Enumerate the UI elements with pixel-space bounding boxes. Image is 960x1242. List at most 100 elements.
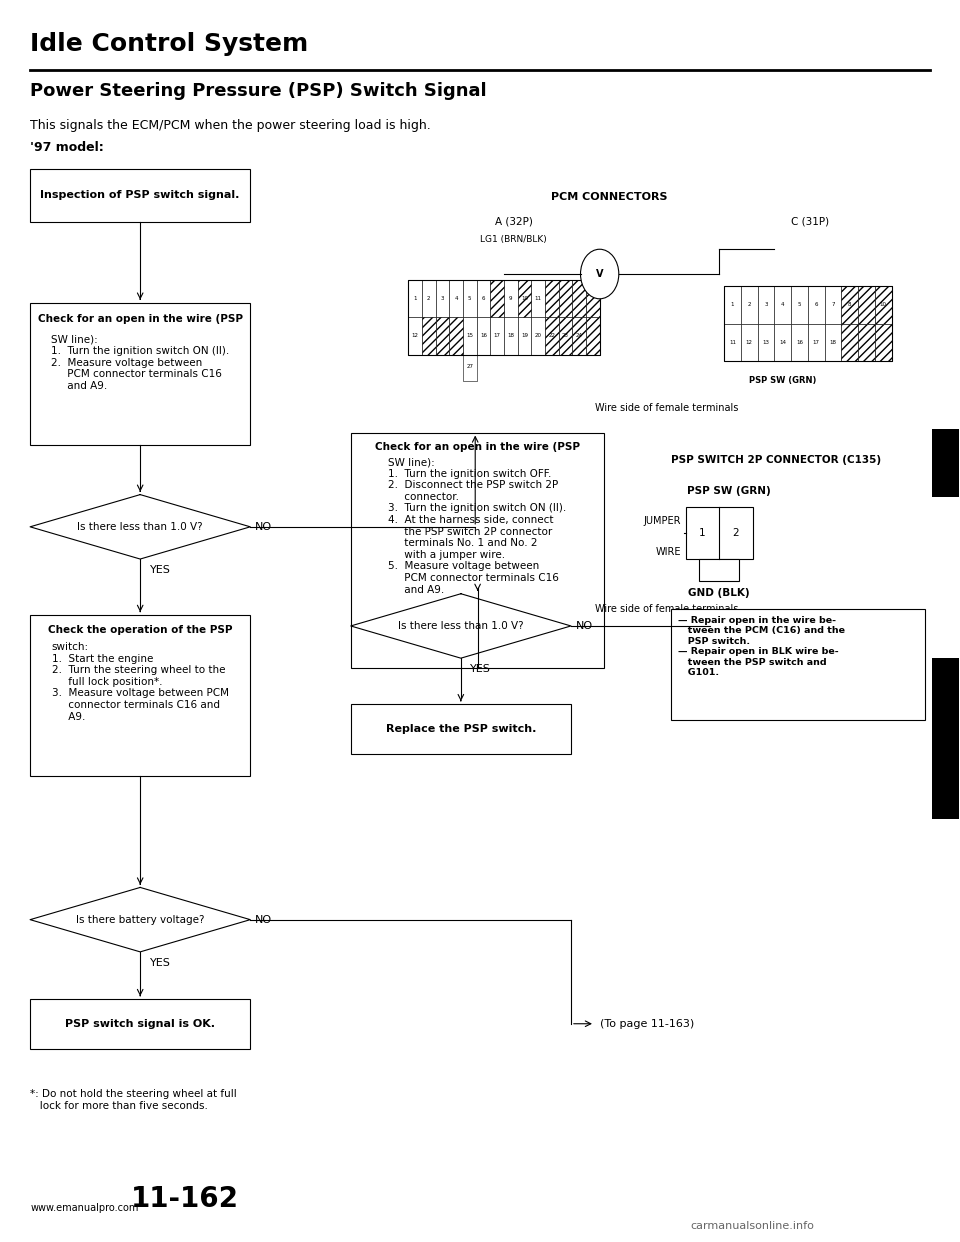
Bar [775, 287, 791, 324]
Bar [421, 318, 436, 354]
Text: 16: 16 [796, 339, 803, 345]
Text: 7: 7 [831, 303, 835, 308]
Bar [491, 281, 504, 318]
Text: 23: 23 [562, 334, 569, 339]
Text: 12: 12 [412, 334, 419, 339]
Text: 17: 17 [813, 339, 820, 345]
Text: Check for an open in the wire (PSP: Check for an open in the wire (PSP [37, 314, 243, 324]
Bar [858, 287, 875, 324]
Text: 19: 19 [521, 334, 528, 339]
Bar [517, 281, 531, 318]
Text: Is there less than 1.0 V?: Is there less than 1.0 V? [398, 621, 523, 631]
Text: PCM CONNECTORS: PCM CONNECTORS [551, 193, 667, 202]
Bar [808, 324, 825, 360]
Text: 20: 20 [535, 334, 541, 339]
Text: 13: 13 [762, 339, 770, 345]
Text: Inspection of PSP switch signal.: Inspection of PSP switch signal. [40, 190, 240, 200]
Bar [545, 318, 559, 354]
Text: 1: 1 [731, 303, 734, 308]
Bar [531, 281, 545, 318]
Bar [875, 287, 892, 324]
Text: 18: 18 [829, 339, 836, 345]
Bar [545, 281, 559, 318]
Text: YES: YES [150, 565, 171, 575]
Text: 2: 2 [748, 303, 751, 308]
Bar [559, 318, 572, 354]
Text: 6: 6 [814, 303, 818, 308]
Bar [724, 287, 741, 324]
Bar [463, 354, 476, 380]
Bar [504, 318, 517, 354]
FancyBboxPatch shape [350, 432, 605, 668]
Bar [724, 287, 892, 360]
Bar [491, 281, 504, 318]
Text: Check for an open in the wire (PSP: Check for an open in the wire (PSP [375, 442, 580, 452]
Bar [421, 318, 436, 354]
Bar [808, 287, 825, 324]
Bar [875, 324, 892, 360]
Text: PSP SW (GRN): PSP SW (GRN) [749, 375, 816, 385]
Text: 22: 22 [548, 334, 555, 339]
Bar [875, 287, 892, 324]
Text: 4: 4 [781, 303, 784, 308]
Bar [436, 281, 449, 318]
Text: 11: 11 [535, 297, 541, 302]
Text: SW line):
1.  Turn the ignition switch OFF.
2.  Disconnect the PSP switch 2P
   : SW line): 1. Turn the ignition switch OF… [389, 457, 566, 595]
Text: 27: 27 [467, 364, 473, 369]
Text: JUMPER: JUMPER [643, 515, 681, 525]
Bar [559, 318, 572, 354]
Bar [531, 318, 545, 354]
Bar [449, 318, 463, 354]
Text: Wire side of female terminals: Wire side of female terminals [595, 604, 738, 614]
Bar [449, 281, 463, 318]
Text: V: V [596, 270, 604, 279]
Bar [841, 287, 858, 324]
Bar [408, 281, 421, 318]
Bar [517, 318, 531, 354]
Text: 16: 16 [480, 334, 487, 339]
Text: 11: 11 [729, 339, 736, 345]
Bar [858, 324, 875, 360]
Bar [572, 281, 586, 318]
Text: 14: 14 [780, 339, 786, 345]
Text: Power Steering Pressure (PSP) Switch Signal: Power Steering Pressure (PSP) Switch Sig… [30, 82, 487, 99]
Bar [841, 287, 858, 324]
Text: 3: 3 [764, 303, 768, 308]
Text: 8: 8 [848, 303, 852, 308]
Bar [572, 281, 586, 318]
Text: 2: 2 [732, 528, 739, 538]
Bar [545, 281, 559, 318]
Bar [757, 287, 775, 324]
Bar [436, 318, 449, 354]
Bar [463, 318, 476, 354]
Text: 6: 6 [482, 297, 485, 302]
Bar [671, 609, 925, 720]
Bar [875, 324, 892, 360]
Text: PSP SWITCH 2P CONNECTOR (C135): PSP SWITCH 2P CONNECTOR (C135) [671, 455, 881, 465]
Text: SW line):
1.  Turn the ignition switch ON (II).
2.  Measure voltage between
    : SW line): 1. Turn the ignition switch ON… [51, 334, 229, 391]
Bar [517, 281, 531, 318]
Bar [858, 324, 875, 360]
Bar [825, 287, 841, 324]
Text: WIRE: WIRE [656, 546, 681, 556]
Bar [586, 281, 600, 318]
Bar [421, 281, 436, 318]
Text: PSP SW (GRN): PSP SW (GRN) [687, 486, 771, 496]
Bar [572, 318, 586, 354]
Bar [408, 281, 600, 354]
Bar [449, 318, 463, 354]
Bar [791, 324, 808, 360]
Text: switch:
1.  Start the engine
2.  Turn the steering wheel to the
     full lock p: switch: 1. Start the engine 2. Turn the … [52, 642, 228, 722]
Bar [791, 287, 808, 324]
Text: NO: NO [255, 914, 273, 924]
Text: Wire side of female terminals: Wire side of female terminals [595, 402, 738, 412]
Bar [476, 281, 491, 318]
FancyBboxPatch shape [30, 999, 251, 1048]
Text: 1: 1 [699, 528, 706, 538]
Text: '97 model:: '97 model: [30, 142, 104, 154]
Bar [436, 318, 449, 354]
Text: LG1 (BRN/BLK): LG1 (BRN/BLK) [480, 235, 547, 243]
Bar [572, 318, 586, 354]
Text: www.emanualpro.com: www.emanualpro.com [30, 1203, 138, 1213]
Bar [775, 324, 791, 360]
